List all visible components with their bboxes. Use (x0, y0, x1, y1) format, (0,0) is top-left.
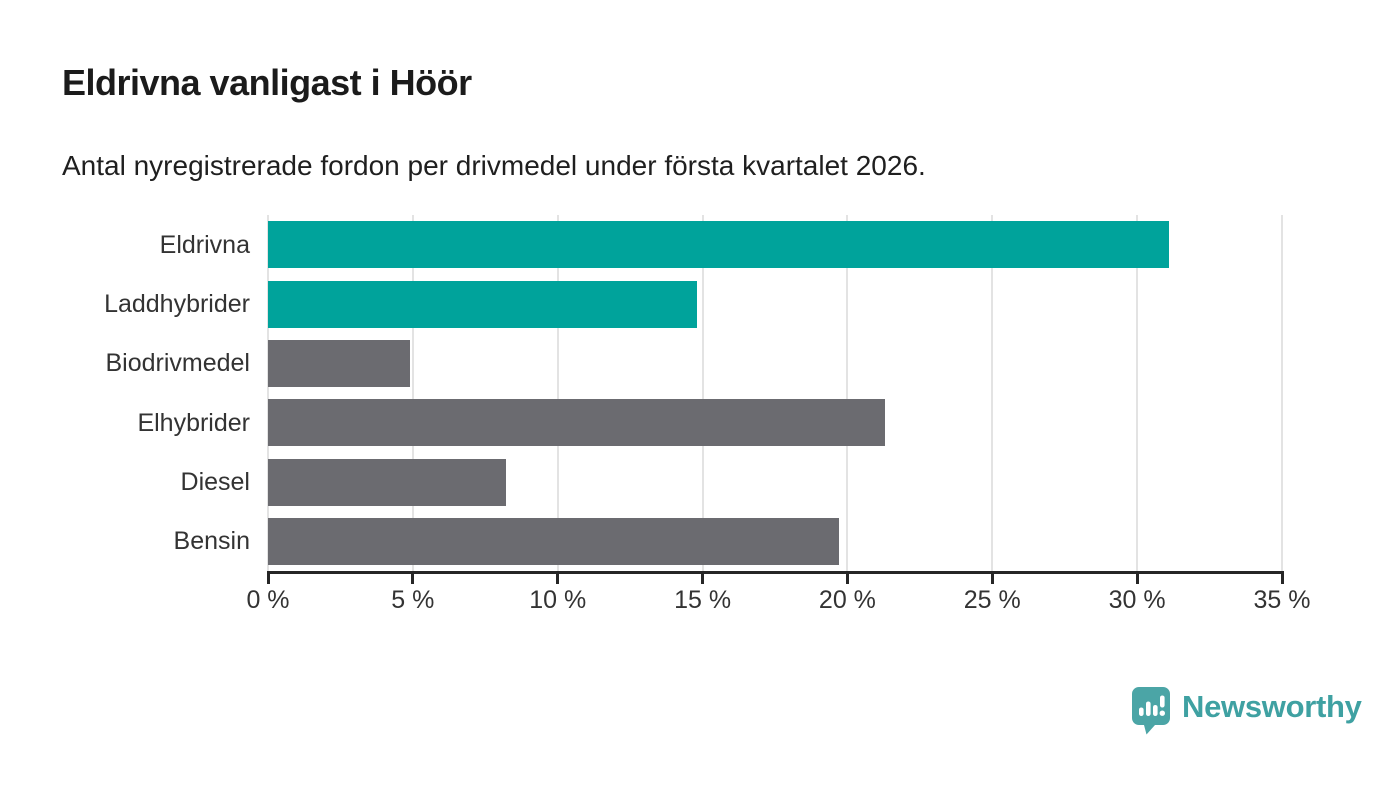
category-label-diesel: Diesel (180, 468, 250, 496)
newsworthy-chart-bubble-icon (1132, 687, 1170, 735)
chart-subtitle: Antal nyregistrerade fordon per drivmede… (62, 150, 926, 181)
x-tick-label-20: 20 % (818, 586, 876, 614)
x-tick-label-10: 10 % (529, 586, 587, 614)
x-tick-25 (990, 571, 994, 584)
category-label-eldrivna: Eldrivna (159, 230, 250, 259)
x-tick-label-0: 0 % (246, 586, 290, 614)
x-tick-0 (266, 571, 270, 584)
x-tick-15 (701, 571, 705, 584)
gridline-10 (556, 215, 559, 571)
bar-eldrivna (268, 221, 1169, 269)
x-tick-30 (1135, 571, 1139, 584)
category-label-biodrivmedel: Biodrivmedel (105, 349, 250, 378)
x-tick-5 (411, 571, 415, 584)
x-tick-20 (845, 571, 849, 584)
gridline-20 (846, 215, 849, 571)
gridline-25 (991, 215, 994, 571)
gridline-30 (1136, 215, 1139, 571)
x-tick-label-35: 35 % (1253, 586, 1311, 614)
category-label-bensin: Bensin (173, 527, 250, 556)
x-tick-label-15: 15 % (674, 586, 732, 614)
x-tick-label-5: 5 % (391, 586, 435, 614)
plot-area (267, 215, 1283, 571)
category-label-elhybrider: Elhybrider (137, 408, 250, 437)
newsworthy-wordmark: Newsworthy (1182, 689, 1362, 724)
gridline-15 (701, 215, 704, 571)
category-label-laddhybrider: Laddhybrider (104, 290, 250, 318)
bar-laddhybrider (268, 280, 697, 328)
x-axis-line (268, 571, 1282, 574)
bar-diesel (268, 458, 506, 506)
x-tick-label-25: 25 % (963, 586, 1021, 614)
bar-bensin (268, 517, 839, 565)
bar-biodrivmedel (268, 339, 410, 387)
gridline-0 (267, 215, 269, 571)
x-tick-10 (556, 571, 560, 584)
gridline-5 (411, 215, 414, 571)
gridline-35 (1281, 215, 1283, 571)
chart-title: Eldrivna vanligast i Höör (62, 62, 472, 103)
newsworthy-logo: Newsworthy (1131, 686, 1362, 736)
x-tick-label-30: 30 % (1108, 586, 1166, 614)
bar-elhybrider (268, 399, 886, 447)
x-tick-35 (1280, 571, 1284, 584)
